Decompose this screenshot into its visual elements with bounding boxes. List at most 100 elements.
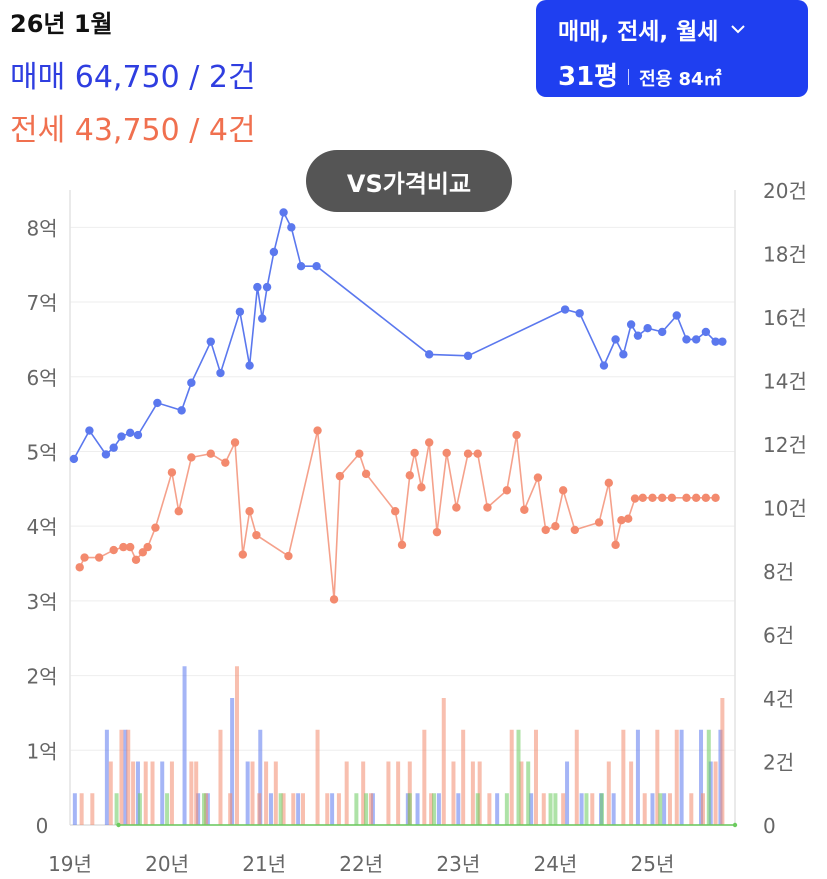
volume-bar bbox=[519, 761, 524, 825]
data-point bbox=[502, 486, 512, 495]
volume-bar bbox=[201, 793, 206, 825]
data-point bbox=[94, 553, 104, 562]
x-tick-label: 24년 bbox=[533, 852, 577, 876]
volume-bar bbox=[368, 793, 373, 825]
volume-bar bbox=[579, 793, 584, 825]
volume-bar bbox=[679, 729, 684, 825]
volume-bar bbox=[131, 761, 136, 825]
data-point bbox=[643, 324, 652, 333]
data-point bbox=[151, 523, 160, 532]
data-point bbox=[424, 350, 434, 359]
y-right-tick-label: 10건 bbox=[763, 497, 807, 521]
data-point bbox=[432, 527, 442, 537]
deal-types-label: 매매, 전세, 월세 bbox=[558, 19, 719, 45]
y-left-tick-label: 7억 bbox=[26, 291, 57, 315]
y-right-tick-label: 2건 bbox=[763, 751, 794, 775]
chevron-down-icon bbox=[731, 25, 746, 34]
data-point bbox=[617, 516, 626, 525]
volume-bar bbox=[218, 729, 223, 825]
data-point bbox=[638, 493, 647, 502]
volume-bar bbox=[629, 761, 634, 825]
data-point bbox=[131, 555, 141, 564]
data-point bbox=[619, 350, 628, 359]
y-right-tick-label: 4건 bbox=[763, 687, 794, 711]
volume-bar bbox=[230, 698, 235, 825]
y-left-tick-label: 4억 bbox=[26, 515, 57, 539]
y-left-tick-label: 1억 bbox=[26, 739, 57, 763]
volume-bar bbox=[611, 793, 616, 825]
volume-bar bbox=[561, 793, 566, 825]
volume-bar bbox=[79, 793, 84, 825]
data-point bbox=[133, 430, 143, 440]
volume-bar bbox=[160, 761, 165, 825]
data-point bbox=[682, 493, 691, 502]
data-point bbox=[109, 545, 118, 555]
x-tick-label: 19년 bbox=[48, 852, 92, 876]
data-point bbox=[296, 262, 306, 271]
data-point bbox=[269, 247, 279, 257]
volume-bar bbox=[104, 729, 109, 825]
data-point bbox=[570, 525, 580, 535]
volume-bar bbox=[278, 793, 283, 825]
deal-filter-button[interactable]: 매매, 전세, 월세 31평 전용 84㎡ bbox=[536, 0, 808, 97]
volume-bar bbox=[250, 761, 255, 825]
volume-bar bbox=[441, 698, 446, 825]
data-point bbox=[177, 406, 186, 415]
volume-bar bbox=[245, 761, 250, 825]
volume-bar bbox=[281, 793, 286, 825]
volume-bar bbox=[451, 761, 456, 825]
volume-bar bbox=[574, 729, 579, 825]
volume-bar bbox=[194, 761, 199, 825]
y-left-tick-label: 5억 bbox=[26, 440, 57, 464]
data-point bbox=[143, 542, 152, 552]
data-point bbox=[221, 458, 230, 467]
data-point bbox=[691, 335, 701, 344]
volume-bar bbox=[621, 729, 626, 825]
series-line bbox=[78, 430, 716, 600]
data-point bbox=[691, 493, 701, 502]
volume-bar bbox=[590, 793, 595, 825]
data-point bbox=[245, 361, 254, 370]
volume-bar bbox=[533, 729, 538, 825]
data-point bbox=[187, 378, 196, 387]
data-point bbox=[174, 507, 183, 516]
series-line bbox=[73, 210, 723, 460]
data-point bbox=[125, 542, 135, 552]
data-point bbox=[279, 208, 288, 217]
volume-bar bbox=[461, 729, 466, 825]
compare-button[interactable]: VS가격비교 bbox=[306, 150, 512, 212]
y-left-tick-label: 0 bbox=[36, 814, 49, 838]
data-point bbox=[206, 449, 215, 458]
volume-bar bbox=[429, 793, 434, 825]
volume-bar bbox=[344, 761, 349, 825]
data-point bbox=[116, 822, 121, 828]
volume-bar bbox=[655, 729, 660, 825]
volume-bar bbox=[165, 793, 170, 825]
data-point bbox=[262, 282, 272, 292]
volume-bar bbox=[336, 793, 341, 825]
volume-bar bbox=[72, 793, 77, 825]
volume-bar bbox=[487, 793, 492, 825]
y-right-tick-label: 20건 bbox=[763, 179, 807, 203]
data-point bbox=[361, 469, 371, 479]
volume-bar bbox=[143, 761, 148, 825]
y-right-tick-label: 0 bbox=[763, 814, 776, 838]
volume-bar bbox=[315, 729, 320, 825]
data-point bbox=[258, 314, 267, 323]
data-point bbox=[206, 337, 215, 346]
volume-bar bbox=[642, 793, 647, 825]
volume-bar bbox=[606, 761, 611, 825]
data-point bbox=[405, 471, 414, 480]
data-point bbox=[711, 337, 720, 346]
data-point bbox=[533, 473, 543, 482]
volume-bar bbox=[150, 761, 155, 825]
volume-bar bbox=[456, 793, 461, 825]
data-point bbox=[117, 432, 126, 441]
volume-bar bbox=[234, 666, 239, 825]
data-point bbox=[624, 514, 633, 523]
data-point bbox=[329, 595, 339, 604]
volume-bar bbox=[108, 761, 113, 825]
volume-bar bbox=[713, 761, 718, 825]
volume-bar bbox=[509, 729, 514, 825]
